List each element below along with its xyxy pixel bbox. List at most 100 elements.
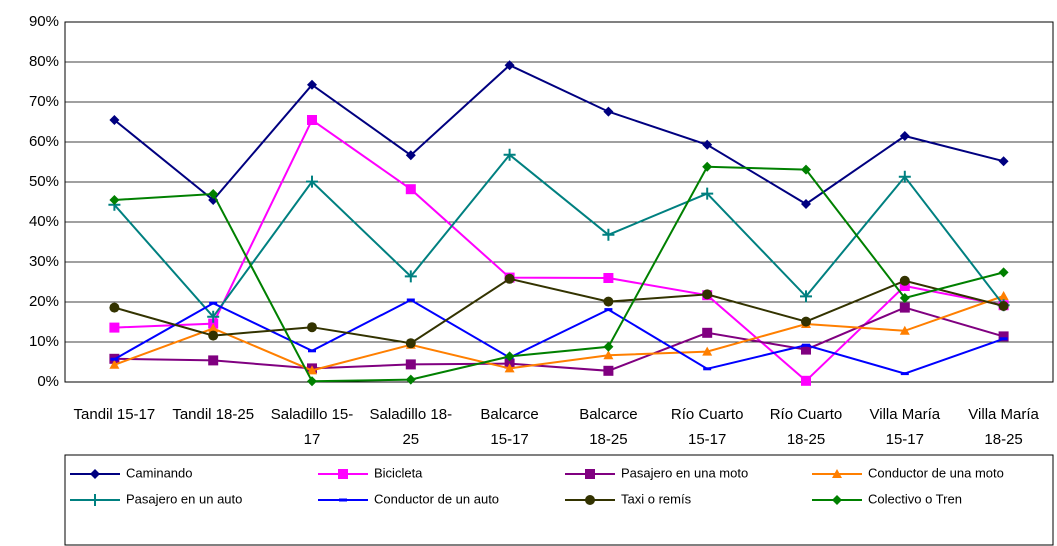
marker (89, 494, 101, 506)
x-tick-label: Balcarce 18-25 (579, 406, 638, 448)
legend-item: Colectivo o Tren (812, 491, 962, 506)
y-tick-label: 90% (29, 13, 59, 30)
marker (702, 346, 713, 356)
marker (832, 469, 842, 478)
marker (603, 296, 614, 307)
series-line (114, 165, 1004, 383)
marker (998, 267, 1009, 278)
series-line (114, 306, 1004, 372)
marker (802, 343, 810, 347)
legend: Caminando Bicicleta Pasajero en una moto Co… (64, 454, 1054, 546)
marker (209, 301, 218, 305)
series-line (113, 64, 1004, 206)
marker (603, 365, 614, 376)
marker (109, 322, 120, 333)
marker (801, 316, 811, 327)
legend-box (64, 454, 1054, 546)
marker (603, 273, 614, 283)
marker (832, 495, 842, 505)
x-tick-label: Saladillo 15-17 (270, 406, 354, 448)
marker (339, 498, 347, 502)
legend-item: Pasajero en una moto (565, 465, 748, 480)
marker (405, 374, 416, 385)
marker (404, 270, 417, 283)
marker (405, 184, 416, 195)
legend-label: Pasajero en un auto (126, 491, 242, 506)
marker (208, 189, 219, 199)
marker (703, 367, 712, 371)
marker (603, 341, 614, 352)
legend-item: Bicicleta (318, 465, 423, 480)
series-line (114, 295, 1004, 372)
legend-label: Bicicleta (374, 465, 423, 480)
marker (585, 495, 595, 505)
marker (504, 351, 515, 362)
x-tick-label: Río Cuarto 18-25 (769, 406, 843, 448)
marker (702, 289, 713, 300)
legend-item: Conductor de una moto (812, 465, 1004, 480)
series-line (114, 118, 1004, 383)
y-tick-label: 50% (29, 173, 59, 190)
marker (338, 469, 348, 479)
marker (307, 376, 317, 387)
marker (307, 322, 317, 333)
y-tick-label: 80% (29, 53, 59, 70)
marker (307, 115, 317, 125)
legend-item: Pasajero en un auto (70, 491, 242, 506)
y-tick-label: 60% (29, 133, 59, 150)
legend-label: Pasajero en una moto (621, 465, 748, 480)
marker (998, 156, 1009, 167)
marker (801, 344, 811, 355)
marker (702, 161, 713, 172)
marker (504, 273, 515, 284)
legend-item: Taxi o remís (565, 491, 692, 506)
marker (208, 355, 219, 366)
marker (602, 228, 615, 241)
marker (110, 357, 119, 361)
marker (999, 337, 1008, 341)
marker (998, 331, 1009, 342)
marker (405, 359, 416, 370)
legend-item: Conductor de un auto (318, 491, 499, 506)
marker (800, 290, 812, 303)
marker (801, 375, 811, 386)
marker (109, 359, 120, 369)
marker (109, 115, 120, 125)
legend-label: Conductor de una moto (868, 465, 1004, 480)
x-tick-label: Río Cuarto 15-17 (670, 406, 744, 448)
marker (998, 301, 1009, 311)
x-tick-label: Villa María 18-25 (968, 406, 1039, 448)
x-tick-label: Tandil 18-25 (172, 406, 255, 423)
marker (899, 281, 910, 291)
marker (306, 175, 318, 188)
marker (504, 363, 515, 373)
legend-label: Colectivo o Tren (868, 491, 962, 506)
marker (998, 291, 1009, 300)
y-tick-label: 0% (37, 373, 59, 390)
marker (405, 150, 416, 161)
marker (899, 275, 910, 286)
y-tick-label: 10% (29, 333, 59, 350)
x-tick-label: Balcarce 15-17 (480, 406, 539, 448)
y-tick-label: 20% (29, 293, 59, 310)
x-tick-label: Saladillo 18-25 (369, 406, 453, 448)
legend-item: Caminando (70, 465, 193, 480)
marker (702, 139, 713, 150)
y-tick-label: 40% (29, 213, 59, 230)
marker (208, 330, 219, 341)
marker (604, 308, 613, 312)
marker (208, 323, 219, 333)
marker (585, 469, 595, 479)
marker (899, 325, 910, 335)
marker (109, 302, 120, 313)
marker (90, 469, 100, 479)
marker (207, 310, 220, 323)
marker (405, 338, 416, 349)
marker (801, 164, 811, 175)
marker (899, 131, 910, 141)
marker (899, 293, 910, 303)
marker (406, 298, 415, 302)
legend-label: Caminando (126, 465, 193, 480)
